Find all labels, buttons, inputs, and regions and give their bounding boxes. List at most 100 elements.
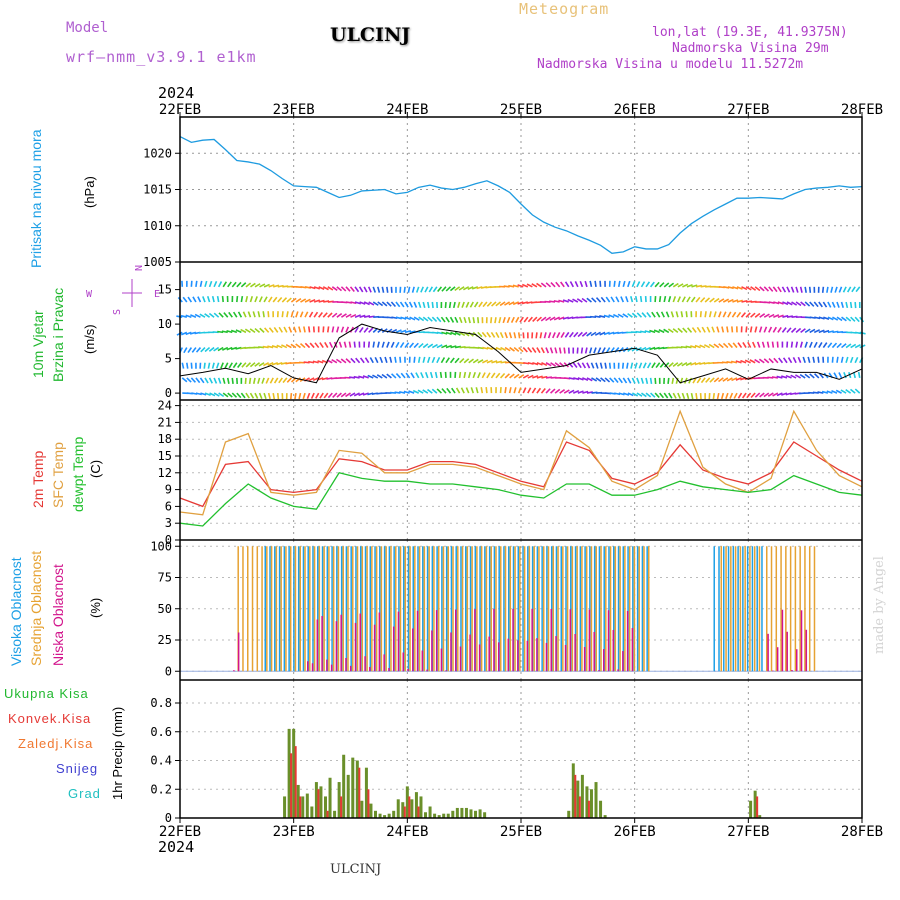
wind-arrow xyxy=(476,286,483,290)
wind-arrow xyxy=(558,316,565,321)
wind-arrow xyxy=(705,377,711,383)
wind-arrow xyxy=(367,374,374,379)
wind-arrow xyxy=(703,344,711,349)
wind-arrow xyxy=(422,389,429,394)
wind-arrow xyxy=(276,393,280,400)
wind-arrow xyxy=(195,347,202,353)
wind-arrow xyxy=(727,298,734,303)
wind-arrow xyxy=(799,341,803,348)
total-rain-bar xyxy=(433,813,437,818)
wind-arrow xyxy=(625,296,629,303)
wind-arrow xyxy=(854,344,861,349)
wind-arrow xyxy=(467,371,472,379)
wind-arrow xyxy=(400,329,407,334)
wind-arrow xyxy=(377,301,384,307)
wind-arrow xyxy=(790,374,797,379)
wind-arrow xyxy=(308,360,315,364)
total-rain-bar xyxy=(428,806,432,818)
wind-arrow xyxy=(249,296,254,303)
wind-arrow xyxy=(427,343,434,349)
legend-convective-rain: Konvek.Kisa xyxy=(8,711,92,726)
wind-arrow xyxy=(567,298,574,303)
wind-arrow xyxy=(795,341,799,348)
wind-arrow xyxy=(694,344,701,349)
ytick-label: 100 xyxy=(150,539,172,553)
wind-arrow xyxy=(849,301,853,309)
wind-arrow xyxy=(290,393,293,400)
compass-w-label: W xyxy=(86,289,93,300)
wind-arrow xyxy=(299,311,304,318)
convective-rain-bar xyxy=(358,767,361,818)
wind-arrow xyxy=(354,286,360,293)
wind-arrow xyxy=(312,377,319,382)
wind-arrow xyxy=(560,281,565,288)
wind-arrow xyxy=(326,326,330,333)
wind-arrow xyxy=(482,346,489,350)
wind-arrow xyxy=(695,284,703,288)
date-label-top: 25FEB xyxy=(500,102,542,118)
wind-arrow xyxy=(490,372,496,379)
wind-arrow xyxy=(677,296,681,303)
wind-arrow xyxy=(404,301,409,308)
wind-arrow xyxy=(849,388,856,394)
wind-arrow xyxy=(831,342,838,349)
wind-arrow xyxy=(445,331,452,336)
wind-arrow xyxy=(550,362,557,367)
wind-arrow xyxy=(404,342,410,349)
wind-arrow xyxy=(591,377,598,382)
wind-arrow xyxy=(577,377,584,381)
wind-arrow xyxy=(204,313,211,318)
wind-arrow xyxy=(295,377,301,383)
wind-arrow xyxy=(222,281,228,288)
wind-arrow xyxy=(672,392,677,399)
wind-arrow xyxy=(732,342,738,349)
wind-arrow xyxy=(591,297,597,303)
wind-arrow xyxy=(486,301,493,307)
wind-arrow xyxy=(381,301,388,307)
wind-arrow xyxy=(549,316,556,321)
wind-arrow xyxy=(186,377,192,383)
wind-arrow xyxy=(512,301,520,306)
wind-arrow xyxy=(517,387,522,394)
compass-n-label: N xyxy=(134,265,145,271)
total-rain-bar xyxy=(292,728,296,818)
ytick-label: 15 xyxy=(158,283,172,297)
wind-arrow xyxy=(832,316,839,321)
total-rain-bar xyxy=(387,813,391,818)
wind-arrow xyxy=(593,347,597,354)
wind-arrow xyxy=(321,377,328,381)
wind-arrow xyxy=(187,347,193,354)
wind-arrow xyxy=(608,314,615,318)
wind-arrow xyxy=(581,297,588,303)
wind-arrow xyxy=(208,312,215,318)
wind-arrow xyxy=(349,392,356,397)
wind-arrow xyxy=(826,390,833,394)
wind-arrow xyxy=(605,347,611,354)
wind-arrow xyxy=(547,332,552,339)
wind-arrow xyxy=(827,301,832,308)
wind-arrow xyxy=(786,315,794,318)
wind-arrow xyxy=(425,372,429,379)
wind-arrow xyxy=(663,328,670,334)
wind-arrow xyxy=(645,392,652,398)
wind-arrow xyxy=(827,330,834,334)
total-rain-bar xyxy=(301,796,305,818)
wind-arrow xyxy=(237,311,243,318)
wind-arrow xyxy=(618,347,624,353)
wind-arrow xyxy=(722,342,729,349)
total-rain-bar xyxy=(576,780,580,818)
wind-arrow xyxy=(424,286,429,293)
wind-arrow xyxy=(368,301,375,306)
wind-arrow xyxy=(458,286,465,291)
wind-arrow xyxy=(252,377,256,384)
wind-arrow xyxy=(700,377,706,384)
wind-arrow xyxy=(273,377,279,384)
wind-arrow xyxy=(800,328,806,334)
ytick-label: 0 xyxy=(165,664,172,678)
wind-arrow xyxy=(240,295,244,303)
wind-arrow xyxy=(731,326,734,333)
wind-arrow xyxy=(718,311,722,318)
ytick-label: 18 xyxy=(158,432,172,446)
wind-arrow xyxy=(395,341,400,348)
wind-arrow xyxy=(482,301,488,308)
